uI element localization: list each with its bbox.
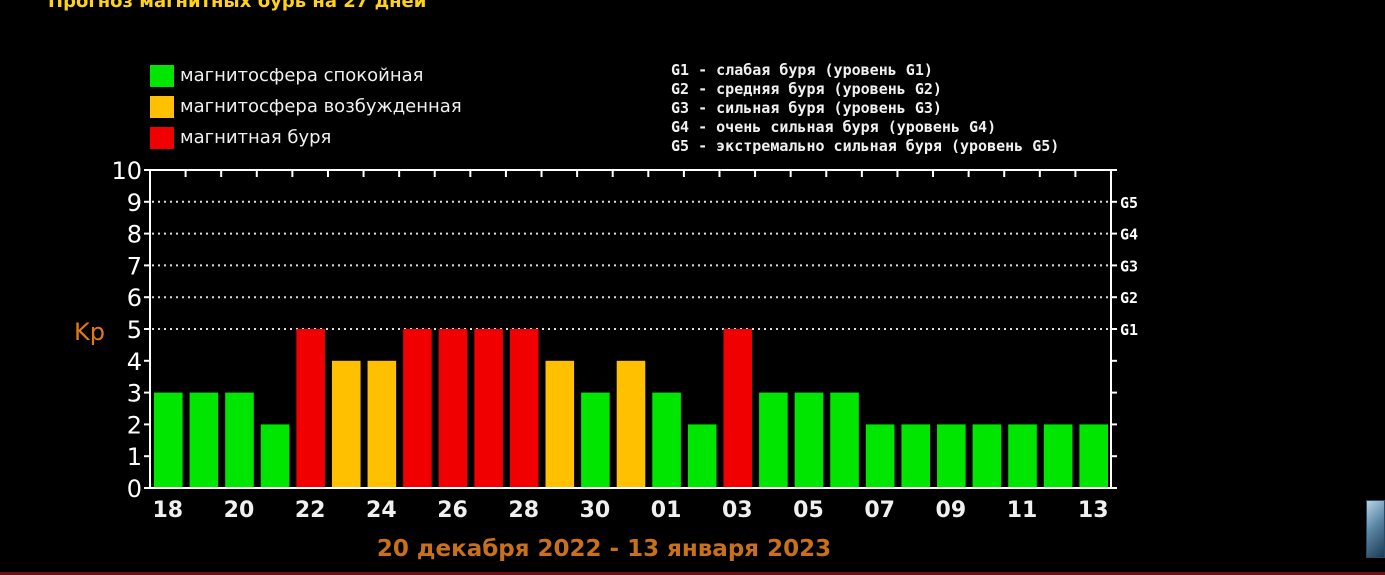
- kp-bar: [652, 392, 681, 488]
- y-tick-label: 4: [127, 348, 142, 376]
- kp-bar: [830, 392, 859, 488]
- kp-bar: [937, 424, 966, 488]
- y-tick-label: 7: [127, 252, 142, 280]
- y-axis-label: Kp: [74, 318, 105, 346]
- date-range-label: 20 декабря 2022 - 13 января 2023: [377, 536, 831, 562]
- legend-item-quiet: магнитосфера спокойная: [150, 60, 462, 91]
- legend-item-storm: магнитная буря: [150, 122, 462, 153]
- x-tick-label: 26: [437, 498, 468, 523]
- y-tick-label: 10: [111, 157, 142, 185]
- x-tick-label: 22: [295, 498, 326, 523]
- kp-bar: [509, 329, 539, 488]
- video-thumbnail[interactable]: [1366, 500, 1385, 558]
- kp-bar: [1079, 424, 1108, 488]
- y-tick-label: 9: [127, 189, 142, 217]
- x-tick-label: 09: [936, 498, 967, 523]
- x-tick-label: 03: [722, 498, 753, 523]
- kp-bar: [1008, 424, 1037, 488]
- kp-bar: [759, 392, 788, 488]
- kp-bar: [616, 360, 646, 488]
- kp-bar: [331, 360, 361, 488]
- storm-level-tick-label: G5: [1120, 194, 1138, 212]
- x-tick-label: 24: [366, 498, 397, 523]
- legend-label-storm: магнитная буря: [180, 127, 332, 148]
- x-tick-label: 30: [580, 498, 611, 523]
- y-tick-label: 3: [127, 380, 142, 408]
- y-tick-label: 1: [127, 443, 142, 471]
- storm-level-g5: G5 - экстремально сильная буря (уровень …: [671, 137, 1060, 155]
- x-tick-label: 11: [1007, 498, 1038, 523]
- kp-bar: [296, 329, 325, 488]
- legend-swatch-storm: [150, 126, 174, 149]
- legend-swatch-active: [150, 95, 174, 118]
- kp-bar: [403, 329, 432, 488]
- kp-bar: [865, 424, 895, 488]
- x-tick-label: 20: [224, 498, 255, 523]
- kp-bar: [1043, 424, 1073, 488]
- y-tick-label: 0: [127, 475, 142, 503]
- legend-item-active: магнитосфера возбужденная: [150, 91, 462, 122]
- legend-label-active: магнитосфера возбужденная: [180, 96, 462, 117]
- bottom-divider: [0, 572, 1385, 575]
- storm-level-tick-label: G3: [1120, 257, 1138, 275]
- x-tick-label: 01: [651, 498, 682, 523]
- legend-label-quiet: магнитосфера спокойная: [180, 65, 424, 86]
- y-tick-label: 2: [127, 411, 142, 439]
- kp-bar: [581, 392, 610, 488]
- kp-bar: [972, 424, 1002, 488]
- y-tick-label: 6: [127, 284, 142, 312]
- kp-bar: [794, 392, 824, 488]
- kp-bar: [189, 392, 219, 488]
- kp-bar: [545, 360, 575, 488]
- kp-bar: [474, 329, 503, 488]
- state-legend: магнитосфера спокойная магнитосфера возб…: [150, 60, 462, 153]
- storm-level-legend: G1 - слабая буря (уровень G1) G2 - средн…: [671, 61, 1059, 156]
- storm-level-tick-label: G2: [1120, 289, 1138, 307]
- x-tick-label: 13: [1078, 498, 1109, 523]
- storm-level-tick-label: G4: [1120, 226, 1138, 244]
- x-tick-label: 28: [508, 498, 539, 523]
- x-tick-label: 18: [152, 498, 183, 523]
- kp-bar: [225, 392, 254, 488]
- kp-bar: [687, 424, 717, 488]
- storm-level-g3: G3 - сильная буря (уровень G3): [671, 99, 942, 117]
- kp-bar: [154, 392, 183, 488]
- kp-bar: [901, 424, 931, 488]
- kp-bar: [367, 360, 397, 488]
- kp-bar: [723, 329, 753, 488]
- y-tick-label: 5: [127, 316, 142, 344]
- kp-bar: [438, 329, 468, 488]
- y-tick-label: 8: [127, 221, 142, 249]
- x-tick-label: 05: [793, 498, 824, 523]
- storm-level-g2: G2 - средняя буря (уровень G2): [671, 80, 942, 98]
- legend-swatch-quiet: [150, 64, 174, 87]
- storm-level-tick-label: G1: [1120, 321, 1138, 339]
- x-tick-label: 07: [864, 498, 895, 523]
- storm-level-g1: G1 - слабая буря (уровень G1): [671, 61, 933, 79]
- storm-level-g4: G4 - очень сильная буря (уровень G4): [671, 118, 997, 136]
- kp-bar: [260, 424, 290, 488]
- page-title: Прогноз магнитных бурь на 27 дней: [48, 0, 427, 12]
